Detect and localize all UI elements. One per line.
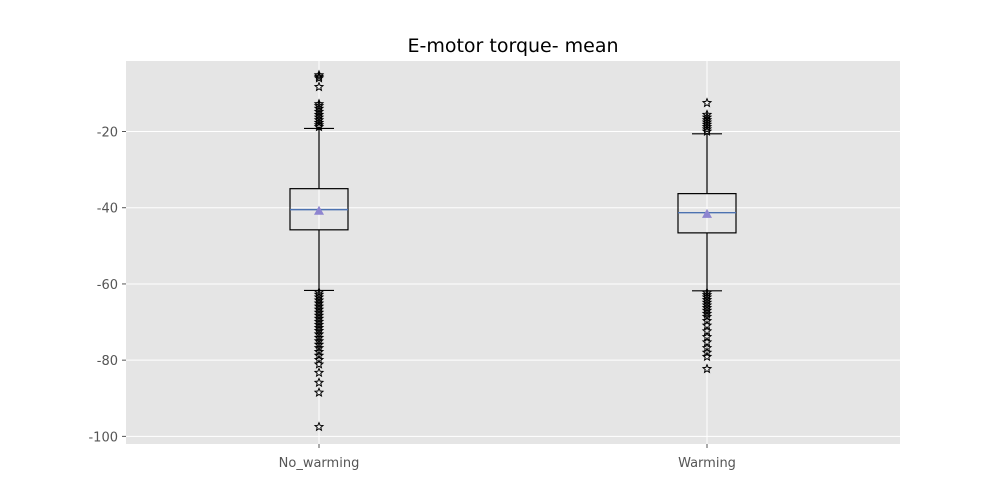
y-tick-label: -20 bbox=[97, 126, 118, 141]
outlier-point bbox=[313, 354, 325, 365]
outlier-point bbox=[313, 119, 325, 130]
outlier-point bbox=[313, 387, 325, 398]
outlier-point bbox=[313, 358, 325, 369]
outlier-point bbox=[313, 81, 325, 92]
outlier-point bbox=[701, 311, 713, 322]
y-tick-label: -80 bbox=[97, 354, 118, 369]
y-tick-label: -40 bbox=[97, 202, 118, 217]
outlier-point bbox=[701, 123, 713, 134]
outlier-point bbox=[701, 97, 713, 108]
outlier-point bbox=[701, 125, 713, 136]
outlier-point bbox=[313, 69, 325, 80]
y-tick-label: -100 bbox=[88, 430, 118, 445]
outlier-point bbox=[313, 117, 325, 128]
outlier-point bbox=[313, 71, 325, 82]
plot-area bbox=[126, 61, 900, 444]
outlier-point bbox=[701, 347, 713, 357]
outlier-point bbox=[313, 421, 325, 432]
outlier-point bbox=[701, 342, 713, 353]
box-series bbox=[289, 69, 737, 432]
x-tick-label: No_warming bbox=[279, 456, 360, 471]
mean-marker bbox=[702, 208, 712, 218]
y-axis-ticks: -20 -40 -60 -80 -100 bbox=[88, 126, 126, 445]
y-tick-label: -60 bbox=[97, 278, 118, 293]
outlier-point bbox=[701, 121, 713, 132]
outlier-point bbox=[701, 315, 713, 326]
outlier-point bbox=[313, 72, 325, 83]
mean-marker bbox=[314, 205, 324, 215]
outlier-point bbox=[313, 121, 325, 132]
outlier-point bbox=[313, 350, 325, 361]
outlier-point bbox=[701, 363, 713, 374]
box-warming bbox=[677, 97, 737, 374]
chart-title: E-motor torque- mean bbox=[407, 35, 618, 57]
outlier-point bbox=[313, 367, 325, 378]
outlier-point bbox=[313, 98, 325, 109]
outlier-point bbox=[313, 377, 325, 388]
x-axis-ticks: No_warming Warming bbox=[279, 444, 736, 471]
outlier-point bbox=[701, 351, 713, 362]
box-no-warming bbox=[289, 69, 349, 432]
x-tick-label: Warming bbox=[678, 456, 736, 471]
outlier-point bbox=[313, 346, 325, 357]
outlier-point bbox=[313, 342, 325, 353]
